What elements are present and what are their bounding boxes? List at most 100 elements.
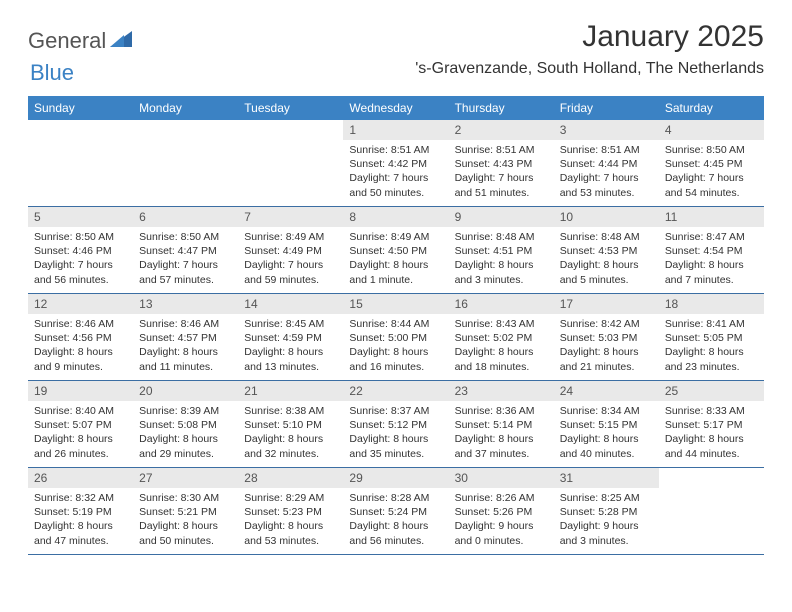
calendar-cell: 16Sunrise: 8:43 AMSunset: 5:02 PMDayligh… — [449, 294, 554, 381]
calendar-cell: 11Sunrise: 8:47 AMSunset: 4:54 PMDayligh… — [659, 207, 764, 294]
day-details: Sunrise: 8:47 AMSunset: 4:54 PMDaylight:… — [659, 227, 764, 291]
calendar-row: 5Sunrise: 8:50 AMSunset: 4:46 PMDaylight… — [28, 207, 764, 294]
day-details: Sunrise: 8:50 AMSunset: 4:47 PMDaylight:… — [133, 227, 238, 291]
day-details: Sunrise: 8:29 AMSunset: 5:23 PMDaylight:… — [238, 488, 343, 552]
location: 's-Gravenzande, South Holland, The Nethe… — [415, 60, 764, 78]
calendar-cell: 21Sunrise: 8:38 AMSunset: 5:10 PMDayligh… — [238, 381, 343, 468]
calendar-cell — [238, 120, 343, 207]
calendar-cell: 31Sunrise: 8:25 AMSunset: 5:28 PMDayligh… — [554, 468, 659, 555]
day-header: Thursday — [449, 96, 554, 120]
calendar-cell: 23Sunrise: 8:36 AMSunset: 5:14 PMDayligh… — [449, 381, 554, 468]
day-details: Sunrise: 8:42 AMSunset: 5:03 PMDaylight:… — [554, 314, 659, 378]
day-details: Sunrise: 8:49 AMSunset: 4:50 PMDaylight:… — [343, 227, 448, 291]
day-number: 10 — [554, 207, 659, 227]
day-details: Sunrise: 8:48 AMSunset: 4:53 PMDaylight:… — [554, 227, 659, 291]
day-number: 16 — [449, 294, 554, 314]
logo-text-2: Blue — [30, 60, 74, 86]
day-details: Sunrise: 8:32 AMSunset: 5:19 PMDaylight:… — [28, 488, 133, 552]
calendar-cell: 9Sunrise: 8:48 AMSunset: 4:51 PMDaylight… — [449, 207, 554, 294]
calendar-cell — [28, 120, 133, 207]
day-number: 29 — [343, 468, 448, 488]
calendar-cell: 1Sunrise: 8:51 AMSunset: 4:42 PMDaylight… — [343, 120, 448, 207]
day-number: 3 — [554, 120, 659, 140]
day-number: 2 — [449, 120, 554, 140]
day-details: Sunrise: 8:25 AMSunset: 5:28 PMDaylight:… — [554, 488, 659, 552]
calendar-cell: 15Sunrise: 8:44 AMSunset: 5:00 PMDayligh… — [343, 294, 448, 381]
calendar-cell — [659, 468, 764, 555]
calendar-cell: 20Sunrise: 8:39 AMSunset: 5:08 PMDayligh… — [133, 381, 238, 468]
day-number: 20 — [133, 381, 238, 401]
day-details: Sunrise: 8:51 AMSunset: 4:43 PMDaylight:… — [449, 140, 554, 204]
day-number: 27 — [133, 468, 238, 488]
day-details: Sunrise: 8:34 AMSunset: 5:15 PMDaylight:… — [554, 401, 659, 465]
day-number: 26 — [28, 468, 133, 488]
day-details: Sunrise: 8:51 AMSunset: 4:42 PMDaylight:… — [343, 140, 448, 204]
calendar-body: 1Sunrise: 8:51 AMSunset: 4:42 PMDaylight… — [28, 120, 764, 555]
day-details: Sunrise: 8:43 AMSunset: 5:02 PMDaylight:… — [449, 314, 554, 378]
day-details: Sunrise: 8:38 AMSunset: 5:10 PMDaylight:… — [238, 401, 343, 465]
calendar-row: 1Sunrise: 8:51 AMSunset: 4:42 PMDaylight… — [28, 120, 764, 207]
calendar-cell: 18Sunrise: 8:41 AMSunset: 5:05 PMDayligh… — [659, 294, 764, 381]
day-details: Sunrise: 8:49 AMSunset: 4:49 PMDaylight:… — [238, 227, 343, 291]
day-details: Sunrise: 8:26 AMSunset: 5:26 PMDaylight:… — [449, 488, 554, 552]
day-header: Sunday — [28, 96, 133, 120]
day-number: 30 — [449, 468, 554, 488]
calendar-cell: 22Sunrise: 8:37 AMSunset: 5:12 PMDayligh… — [343, 381, 448, 468]
day-number: 1 — [343, 120, 448, 140]
day-number: 25 — [659, 381, 764, 401]
day-details: Sunrise: 8:50 AMSunset: 4:46 PMDaylight:… — [28, 227, 133, 291]
day-number: 31 — [554, 468, 659, 488]
calendar-cell: 8Sunrise: 8:49 AMSunset: 4:50 PMDaylight… — [343, 207, 448, 294]
calendar-cell: 3Sunrise: 8:51 AMSunset: 4:44 PMDaylight… — [554, 120, 659, 207]
day-number: 8 — [343, 207, 448, 227]
day-details: Sunrise: 8:33 AMSunset: 5:17 PMDaylight:… — [659, 401, 764, 465]
calendar-cell: 28Sunrise: 8:29 AMSunset: 5:23 PMDayligh… — [238, 468, 343, 555]
day-number: 24 — [554, 381, 659, 401]
month-title: January 2025 — [415, 20, 764, 54]
calendar-cell: 13Sunrise: 8:46 AMSunset: 4:57 PMDayligh… — [133, 294, 238, 381]
calendar-cell: 25Sunrise: 8:33 AMSunset: 5:17 PMDayligh… — [659, 381, 764, 468]
day-details: Sunrise: 8:39 AMSunset: 5:08 PMDaylight:… — [133, 401, 238, 465]
day-details: Sunrise: 8:45 AMSunset: 4:59 PMDaylight:… — [238, 314, 343, 378]
day-details: Sunrise: 8:46 AMSunset: 4:57 PMDaylight:… — [133, 314, 238, 378]
day-header: Friday — [554, 96, 659, 120]
day-details: Sunrise: 8:41 AMSunset: 5:05 PMDaylight:… — [659, 314, 764, 378]
logo-text-1: General — [28, 28, 106, 54]
day-number: 12 — [28, 294, 133, 314]
day-number: 11 — [659, 207, 764, 227]
calendar-cell: 6Sunrise: 8:50 AMSunset: 4:47 PMDaylight… — [133, 207, 238, 294]
calendar-cell: 27Sunrise: 8:30 AMSunset: 5:21 PMDayligh… — [133, 468, 238, 555]
day-details: Sunrise: 8:37 AMSunset: 5:12 PMDaylight:… — [343, 401, 448, 465]
day-number: 6 — [133, 207, 238, 227]
logo: General — [28, 28, 132, 54]
calendar-cell: 5Sunrise: 8:50 AMSunset: 4:46 PMDaylight… — [28, 207, 133, 294]
calendar-cell: 7Sunrise: 8:49 AMSunset: 4:49 PMDaylight… — [238, 207, 343, 294]
day-number: 4 — [659, 120, 764, 140]
day-number: 22 — [343, 381, 448, 401]
calendar-cell — [133, 120, 238, 207]
day-header: Monday — [133, 96, 238, 120]
day-number: 7 — [238, 207, 343, 227]
calendar-cell: 17Sunrise: 8:42 AMSunset: 5:03 PMDayligh… — [554, 294, 659, 381]
day-number: 5 — [28, 207, 133, 227]
day-number: 9 — [449, 207, 554, 227]
day-number: 18 — [659, 294, 764, 314]
day-details: Sunrise: 8:48 AMSunset: 4:51 PMDaylight:… — [449, 227, 554, 291]
day-details: Sunrise: 8:40 AMSunset: 5:07 PMDaylight:… — [28, 401, 133, 465]
calendar-cell: 30Sunrise: 8:26 AMSunset: 5:26 PMDayligh… — [449, 468, 554, 555]
day-details: Sunrise: 8:36 AMSunset: 5:14 PMDaylight:… — [449, 401, 554, 465]
calendar-row: 26Sunrise: 8:32 AMSunset: 5:19 PMDayligh… — [28, 468, 764, 555]
calendar-cell: 4Sunrise: 8:50 AMSunset: 4:45 PMDaylight… — [659, 120, 764, 207]
calendar-row: 19Sunrise: 8:40 AMSunset: 5:07 PMDayligh… — [28, 381, 764, 468]
day-details: Sunrise: 8:44 AMSunset: 5:00 PMDaylight:… — [343, 314, 448, 378]
calendar-cell: 2Sunrise: 8:51 AMSunset: 4:43 PMDaylight… — [449, 120, 554, 207]
calendar-cell: 19Sunrise: 8:40 AMSunset: 5:07 PMDayligh… — [28, 381, 133, 468]
calendar-cell: 29Sunrise: 8:28 AMSunset: 5:24 PMDayligh… — [343, 468, 448, 555]
day-number: 28 — [238, 468, 343, 488]
calendar-table: SundayMondayTuesdayWednesdayThursdayFrid… — [28, 96, 764, 555]
calendar-cell: 26Sunrise: 8:32 AMSunset: 5:19 PMDayligh… — [28, 468, 133, 555]
day-number: 21 — [238, 381, 343, 401]
day-details: Sunrise: 8:28 AMSunset: 5:24 PMDaylight:… — [343, 488, 448, 552]
day-number: 15 — [343, 294, 448, 314]
day-number: 14 — [238, 294, 343, 314]
